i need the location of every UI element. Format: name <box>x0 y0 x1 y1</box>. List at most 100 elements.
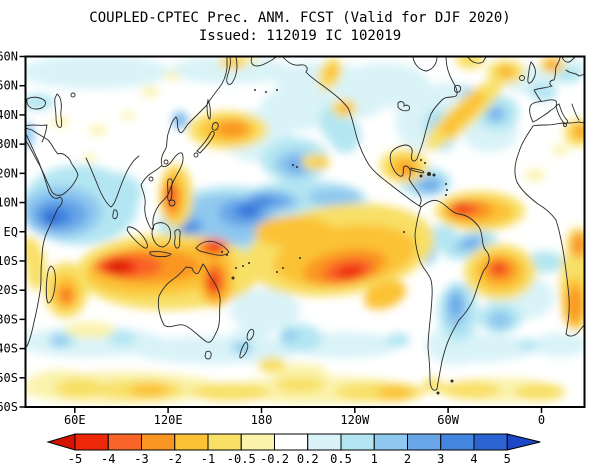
chart-subtitle: Issued: 112019 IC 102019 <box>199 28 401 44</box>
colorbar-level-label: 2 <box>404 452 411 464</box>
colorbar-segment <box>141 433 176 451</box>
anomaly-blob <box>255 216 335 248</box>
coastline-java <box>149 251 172 258</box>
anomaly-blob <box>141 87 159 97</box>
colorbar-level-label: -3 <box>134 452 148 464</box>
colorbar-level-label: 0.2 <box>297 452 319 464</box>
anomaly-blob <box>44 213 60 223</box>
colorbar-level-label: 5 <box>504 452 511 464</box>
lat-tick-label: 20N <box>0 166 18 180</box>
anomaly-blob <box>329 117 361 153</box>
anomaly-blob <box>25 56 170 89</box>
colorbar-segment <box>174 433 209 451</box>
lat-tick-label: 30S <box>0 312 18 326</box>
coastline-north-america-east <box>389 56 458 207</box>
anomaly-blob <box>243 206 255 214</box>
coastline-asia-east <box>140 105 207 230</box>
anomaly-blob <box>518 339 538 351</box>
anomaly-blob <box>491 110 501 118</box>
coastline-india <box>85 155 140 208</box>
anomaly-blob <box>324 63 338 81</box>
lon-tick-label: 60E <box>64 413 86 427</box>
anomaly-blob <box>308 188 360 206</box>
coastline-mindanao <box>168 199 176 207</box>
anomaly-blob <box>576 126 585 136</box>
anomaly-blob <box>463 238 479 248</box>
colorbar-segment <box>440 433 475 451</box>
colorbar-level-label: -5 <box>68 452 82 464</box>
coastline-okhotsk <box>205 56 228 107</box>
anomaly-blob <box>164 72 180 80</box>
anomaly-blob <box>282 331 298 341</box>
latitude-axis: 60N 50N 40N 30N 20N 10N EQ 10S 20S 30S 40S 50S 60S <box>0 50 26 414</box>
lon-tick-label: 180 <box>251 413 273 427</box>
colorbar-level-label: -0.2 <box>260 452 289 464</box>
coastline-madagascar <box>45 265 56 304</box>
colorbar-level-label: -0.5 <box>227 452 256 464</box>
coastline-new-guinea <box>195 240 230 256</box>
coastline-new-zealand <box>239 328 255 359</box>
coastline-kamchatka <box>226 56 238 85</box>
colorbar-level-label: -1 <box>201 452 215 464</box>
coastline-africa-east <box>25 131 63 349</box>
anomaly-blob <box>181 223 195 233</box>
coastline-africa-west <box>514 125 585 337</box>
anomaly-blob <box>470 91 486 103</box>
anomaly-blob <box>527 251 563 273</box>
anomaly-blob <box>25 237 40 263</box>
colorbar-segment <box>240 433 275 451</box>
coastline-france <box>533 56 561 102</box>
coastline-scandinavia <box>561 56 585 77</box>
anomaly-blob <box>272 364 328 380</box>
anomaly-blob <box>442 124 458 136</box>
anomaly-blob <box>398 163 414 175</box>
coastline-italy <box>555 103 569 124</box>
caspian-sea <box>54 93 63 128</box>
anomaly-blob <box>515 383 565 401</box>
coastline-philippines <box>167 178 173 202</box>
anomaly-blob <box>342 105 350 111</box>
coastline-sicily <box>563 123 567 127</box>
lat-tick-label: 30N <box>0 137 18 151</box>
anomaly-blob <box>121 111 135 119</box>
colorbar-segment <box>274 433 309 451</box>
lon-tick-label: 0 <box>538 413 545 427</box>
coastline-hainan <box>148 176 154 182</box>
aral-sea <box>70 92 76 98</box>
coastline-australia <box>157 263 221 343</box>
anomaly-blob <box>377 386 413 400</box>
anomaly-blob <box>89 125 107 135</box>
anomaly-blob <box>51 336 69 346</box>
chart-title: COUPLED-CPTEC Prec. ANM. FCST (Valid for… <box>89 10 510 26</box>
anomaly-blob <box>130 383 170 397</box>
black-sea <box>26 96 46 110</box>
colorbar: -5 -4 -3 -2 -1 -0.5 -0.2 0.2 0.5 1 2 3 4 5 <box>46 433 541 464</box>
anomaly-blob <box>440 381 500 399</box>
colorbar-level-label: -2 <box>168 452 182 464</box>
colorbar-segment <box>207 433 242 451</box>
coastline-newfoundland <box>454 84 462 93</box>
anomaly-blob <box>55 378 105 398</box>
lat-tick-label: 40S <box>0 342 18 356</box>
anomaly-blob <box>227 58 241 66</box>
coastline-sumatra <box>126 226 148 249</box>
coastline-sri-lanka <box>112 209 118 220</box>
colorbar-arrow-right <box>506 433 541 451</box>
lat-tick-label: 60S <box>0 400 18 414</box>
anomaly-blob <box>453 204 469 212</box>
anomaly-blob <box>51 117 69 127</box>
lat-tick-label: 10S <box>0 254 18 268</box>
anomaly-blob <box>25 94 54 110</box>
anomaly-blob <box>532 333 585 357</box>
colorbar-level-label: 1 <box>371 452 378 464</box>
colorbar-segment <box>473 433 508 451</box>
anomaly-blob <box>278 324 322 352</box>
lat-tick-label: 40N <box>0 108 18 122</box>
anomaly-blob <box>568 287 582 323</box>
coastline-honshu <box>196 131 215 154</box>
lat-tick-label: 10N <box>0 196 18 210</box>
longitude-axis: 60E 120E 180 120W 60W 0 <box>64 407 545 427</box>
hudson-bay <box>412 56 438 72</box>
anomaly-blob <box>488 311 512 329</box>
